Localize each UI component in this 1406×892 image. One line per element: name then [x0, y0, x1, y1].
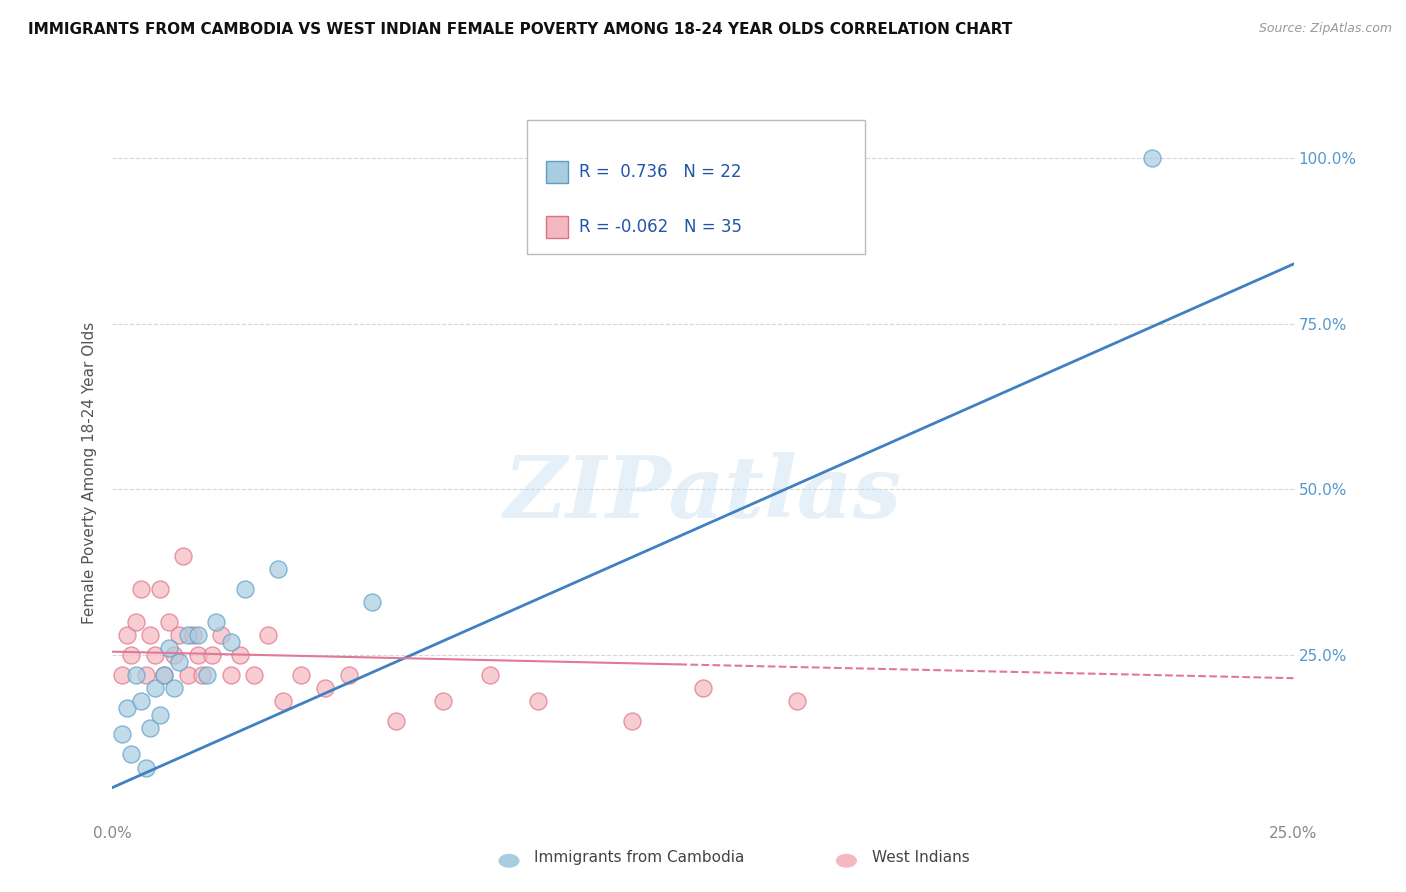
Point	[177, 628, 200, 642]
Point	[115, 628, 138, 642]
Point	[243, 668, 266, 682]
Point	[526, 694, 548, 708]
Point	[181, 628, 204, 642]
Y-axis label: Female Poverty Among 18-24 Year Olds: Female Poverty Among 18-24 Year Olds	[82, 322, 97, 624]
Point	[692, 681, 714, 695]
Point	[143, 648, 166, 662]
Point	[314, 681, 336, 695]
Point	[172, 549, 194, 563]
Point	[257, 628, 280, 642]
Point	[219, 668, 242, 682]
Point	[233, 582, 256, 596]
Point	[479, 668, 502, 682]
Text: Source: ZipAtlas.com: Source: ZipAtlas.com	[1258, 22, 1392, 36]
Point	[125, 615, 148, 629]
Point	[186, 628, 208, 642]
Point	[177, 668, 200, 682]
Point	[186, 648, 208, 662]
Point	[337, 668, 360, 682]
Text: R = -0.062   N = 35: R = -0.062 N = 35	[579, 219, 742, 236]
Point	[157, 615, 180, 629]
Point	[129, 582, 152, 596]
Point	[111, 727, 134, 741]
Point	[149, 582, 172, 596]
Point	[1140, 151, 1163, 165]
Point	[163, 681, 186, 695]
Point	[209, 628, 232, 642]
Point	[201, 648, 224, 662]
Point	[621, 714, 644, 729]
Text: R =  0.736   N = 22: R = 0.736 N = 22	[579, 163, 742, 181]
Point	[219, 634, 242, 648]
Point	[125, 668, 148, 682]
Point	[205, 615, 228, 629]
Point	[786, 694, 808, 708]
Point	[120, 648, 142, 662]
Point	[139, 628, 162, 642]
Point	[139, 721, 162, 735]
Point	[157, 641, 180, 656]
Text: IMMIGRANTS FROM CAMBODIA VS WEST INDIAN FEMALE POVERTY AMONG 18-24 YEAR OLDS COR: IMMIGRANTS FROM CAMBODIA VS WEST INDIAN …	[28, 22, 1012, 37]
Point	[267, 562, 290, 576]
Point	[167, 655, 190, 669]
Point	[290, 668, 312, 682]
Point	[229, 648, 252, 662]
Point	[167, 628, 190, 642]
Point	[195, 668, 218, 682]
Point	[143, 681, 166, 695]
Point	[153, 668, 176, 682]
Point	[191, 668, 214, 682]
Point	[115, 701, 138, 715]
Point	[163, 648, 186, 662]
Point	[135, 668, 157, 682]
Point	[129, 694, 152, 708]
Point	[385, 714, 408, 729]
Point	[135, 761, 157, 775]
Point	[361, 595, 384, 609]
Point	[153, 668, 176, 682]
Point	[271, 694, 294, 708]
Text: ZIPatlas: ZIPatlas	[503, 452, 903, 535]
Point	[111, 668, 134, 682]
Point	[432, 694, 454, 708]
Text: Immigrants from Cambodia: Immigrants from Cambodia	[534, 850, 745, 865]
Point	[120, 747, 142, 762]
Point	[149, 707, 172, 722]
Text: West Indians: West Indians	[872, 850, 970, 865]
